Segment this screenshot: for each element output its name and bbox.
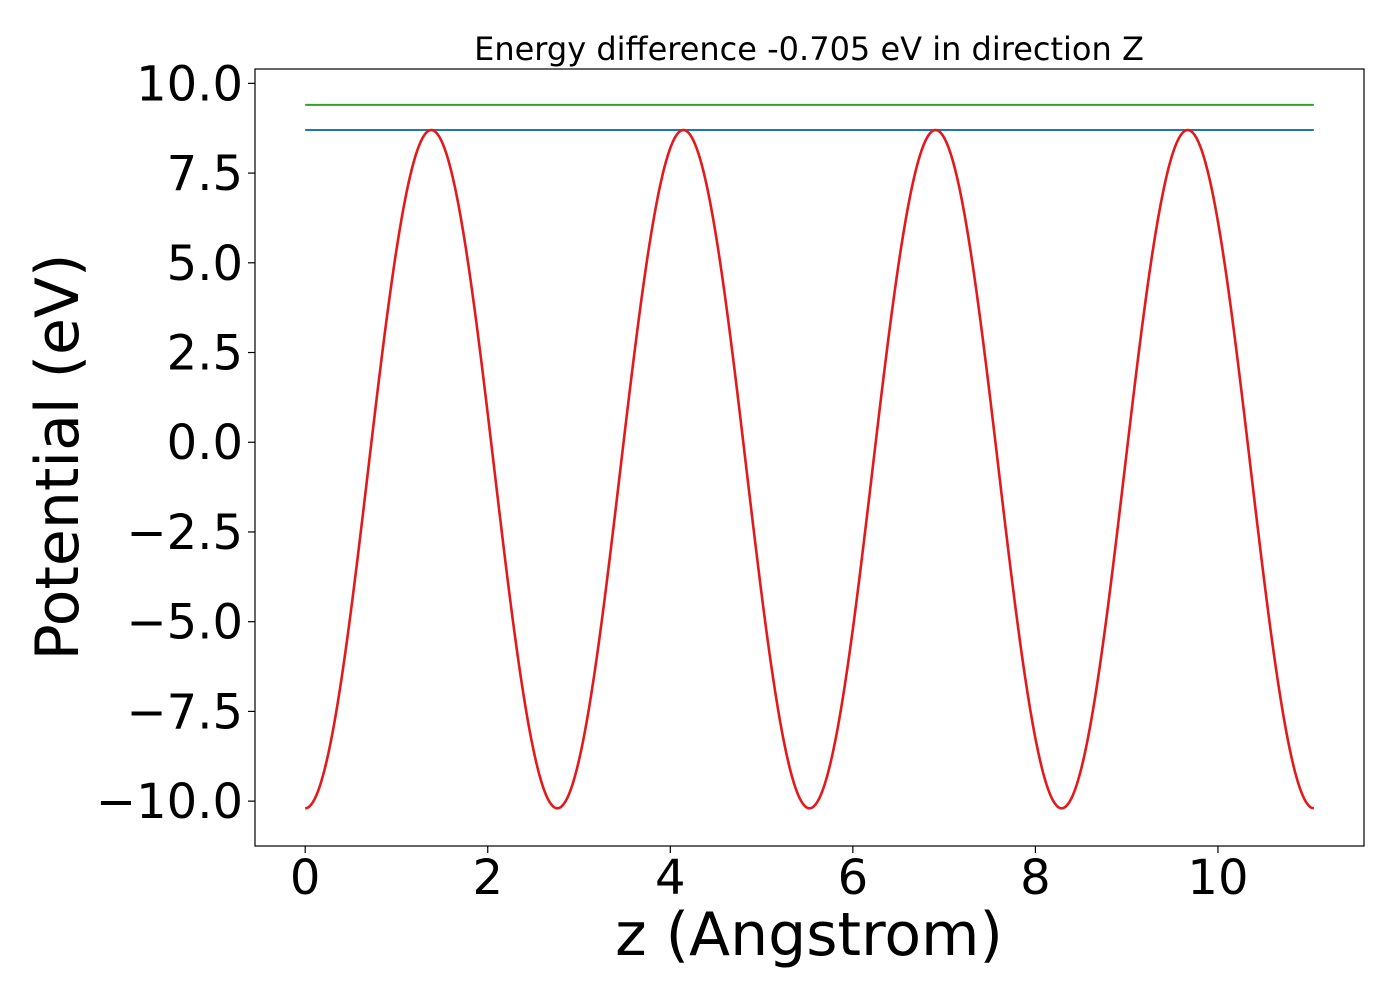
x-tick-label: 0 — [290, 850, 321, 906]
y-tick-label: −10.0 — [96, 774, 243, 830]
y-tick-label: 10.0 — [136, 56, 243, 112]
chart-title: Energy difference -0.705 eV in direction… — [474, 30, 1144, 68]
y-tick-label: −2.5 — [126, 505, 243, 561]
x-axis-ticks: 0 2 4 6 8 10 — [290, 846, 1248, 906]
y-tick-label: −7.5 — [126, 684, 243, 740]
x-tick-label: 4 — [655, 850, 686, 906]
x-tick-label: 6 — [838, 850, 869, 906]
x-tick-label: 8 — [1020, 850, 1051, 906]
y-tick-label: 2.5 — [167, 326, 243, 382]
y-axis-label: Potential (eV) — [23, 254, 93, 661]
y-tick-label: −5.0 — [126, 595, 243, 651]
y-tick-label: 5.0 — [167, 236, 243, 292]
y-tick-label: 0.0 — [167, 415, 243, 471]
series-potential-curve — [305, 128, 1314, 810]
y-tick-label: 7.5 — [167, 146, 243, 202]
x-axis-label: z (Angstrom) — [615, 900, 1003, 970]
series-layer — [305, 103, 1314, 810]
x-tick-label: 10 — [1187, 850, 1248, 906]
plot-area — [254, 68, 1365, 847]
y-axis-ticks: −10.0 −7.5 −5.0 −2.5 0.0 2.5 5.0 7.5 10.0 — [96, 56, 255, 830]
x-tick-label: 2 — [472, 850, 503, 906]
